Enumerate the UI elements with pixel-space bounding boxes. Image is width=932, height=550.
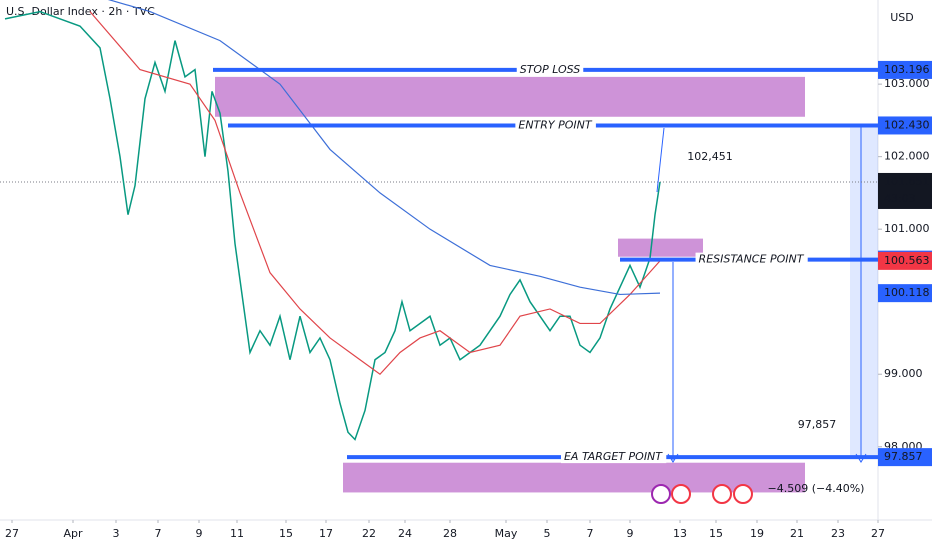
level-label-bg (560, 450, 667, 464)
x-tick-label: 19 (750, 527, 764, 540)
level-label: EA TARGET POINT (564, 450, 663, 463)
price-tag-label: 100.118 (884, 286, 930, 299)
x-tick-label: 7 (155, 527, 162, 540)
x-tick-label: 7 (587, 527, 594, 540)
x-tick-label: 24 (398, 527, 412, 540)
event-icon[interactable] (733, 484, 753, 504)
price-tag (878, 172, 932, 209)
x-tick-label: 5 (544, 527, 551, 540)
level-label-bg (695, 252, 808, 266)
price-tag-label: 102.430 (884, 118, 930, 131)
y-tick-label: 103.000 (884, 77, 930, 90)
x-tick-label: 22 (362, 527, 376, 540)
x-tick-label: Apr (63, 527, 83, 540)
x-tick-label: 27 (5, 527, 19, 540)
chart-title: U.S. Dollar Index · 2h · TVC (6, 5, 155, 18)
x-tick-label: 17 (319, 527, 333, 540)
x-tick-label: 9 (196, 527, 203, 540)
arrow (656, 127, 665, 193)
x-tick-label: 15 (709, 527, 723, 540)
level-label: ENTRY POINT (518, 118, 593, 131)
price-tag (878, 116, 932, 135)
price-tag (878, 448, 932, 467)
x-tick-label: 15 (279, 527, 293, 540)
x-tick-label: 11 (230, 527, 244, 540)
countdown: 43:03 (884, 192, 916, 205)
level-label-bg (516, 62, 584, 76)
measure-label: −4.509 (−4.40%) (768, 482, 865, 495)
price-tag (878, 251, 932, 270)
level-label: STOP LOSS (520, 63, 581, 76)
price-tag-label: 97.857 (884, 450, 923, 463)
price-line (107, 0, 661, 296)
price-tag-label: 100.563 (884, 254, 930, 267)
x-tick-label: 9 (627, 527, 634, 540)
price-tag (878, 284, 932, 303)
annotation: 97,857 (798, 418, 837, 431)
x-tick-label: May (495, 527, 518, 540)
x-tick-label: 21 (790, 527, 804, 540)
zone (618, 238, 703, 257)
y-tick-label: 101.000 (884, 222, 930, 235)
level-label: RESISTANCE POINT (699, 253, 805, 266)
event-icon[interactable] (671, 484, 691, 504)
currency: USD (890, 11, 914, 24)
x-tick-label: 13 (673, 527, 687, 540)
annotation: 102,451 (687, 150, 733, 163)
price-tag-label: 103.196 (884, 63, 930, 76)
y-tick-label: 99.000 (884, 367, 923, 380)
price-line (89, 11, 661, 376)
x-tick-label: 27 (871, 527, 885, 540)
y-tick-label: 102.000 (884, 150, 930, 163)
level-label-bg (515, 118, 596, 132)
x-tick-label: 3 (113, 527, 120, 540)
measure-box (850, 125, 878, 458)
event-icon[interactable] (712, 484, 732, 504)
x-tick-label: 28 (443, 527, 457, 540)
zone (215, 76, 805, 117)
price-tag (878, 60, 932, 79)
event-icon[interactable] (651, 484, 671, 504)
price-tag-label: 101.651 (884, 175, 930, 188)
x-tick-label: 23 (831, 527, 845, 540)
